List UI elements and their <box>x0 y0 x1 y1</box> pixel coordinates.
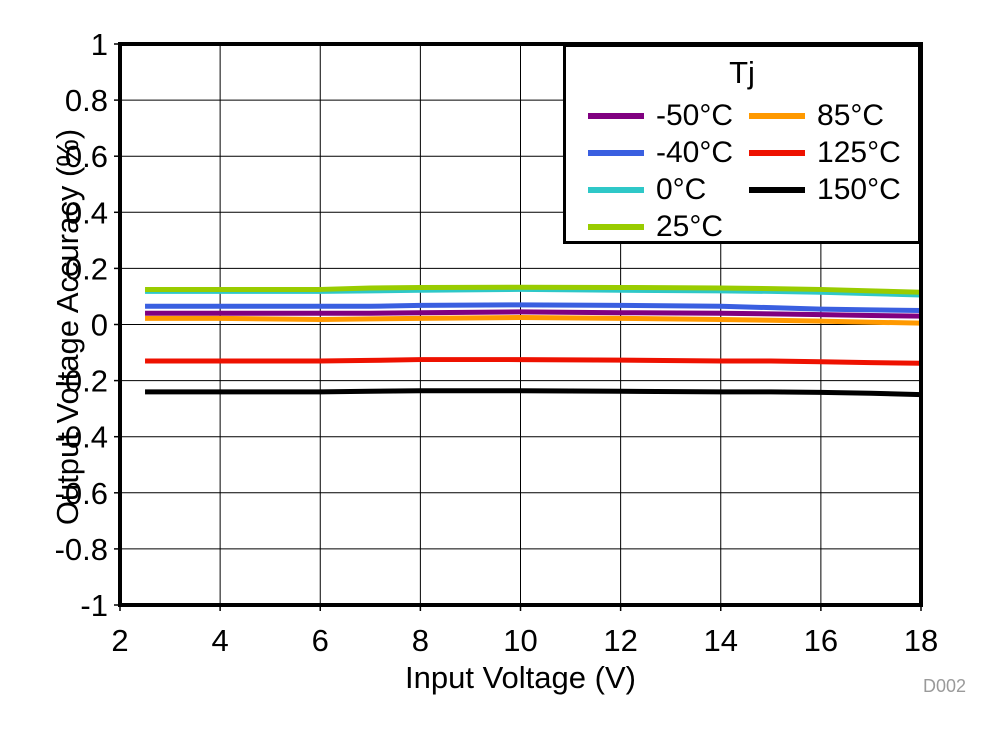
y-tick-label: 0.4 <box>65 195 108 230</box>
legend-title: Tj <box>729 55 755 90</box>
legend-swatch <box>749 186 806 193</box>
legend-item: -40°C <box>588 134 733 171</box>
x-tick-label: 12 <box>603 623 637 658</box>
legend-item: 85°C <box>749 97 901 134</box>
series-line--40c <box>145 302 922 313</box>
x-tick-label: 4 <box>212 623 229 658</box>
series-line-25c <box>145 284 922 295</box>
legend-label: 85°C <box>817 98 885 132</box>
legend-item: -50°C <box>588 97 733 134</box>
legend-box: Tj -50°C -40°C 0°C 25°C 85°C 125°C 150°C <box>563 44 921 244</box>
legend-item: 125°C <box>749 134 901 171</box>
y-tick-label: -0.6 <box>55 476 108 511</box>
plot-frame <box>118 42 923 607</box>
watermark-label: D002 <box>922 676 966 696</box>
y-tick-label: 0.2 <box>65 251 108 286</box>
y-tick-label: 0.8 <box>65 83 108 118</box>
x-tick-label: 16 <box>804 623 838 658</box>
x-tick-label: 10 <box>503 623 537 658</box>
legend-item: 0°C <box>588 171 733 208</box>
legend-label: 25°C <box>656 209 724 243</box>
legend-swatch <box>588 186 644 193</box>
legend-items: -50°C -40°C 0°C 25°C 85°C 125°C 150°C <box>566 97 918 245</box>
legend-swatch <box>749 112 806 119</box>
legend-label: 125°C <box>817 135 901 169</box>
y-axis-title: Output Voltage Accuracy (%) <box>50 128 85 526</box>
series-line-125c <box>145 357 922 366</box>
legend-label: -40°C <box>656 135 734 169</box>
y-tick-label: -1 <box>80 588 108 623</box>
legend-label: 150°C <box>817 172 901 206</box>
legend-item: 25°C <box>588 208 733 245</box>
legend-label: 0°C <box>656 172 707 206</box>
y-tick-label: -0.4 <box>55 420 108 455</box>
x-tick-label: 14 <box>704 623 738 658</box>
legend-swatch <box>588 223 644 230</box>
y-tick-label: 0.6 <box>65 139 108 174</box>
x-axis-title: Input Voltage (V) <box>405 660 636 695</box>
y-tick-label: 1 <box>91 27 108 62</box>
x-tick-label: 2 <box>111 623 128 658</box>
legend-swatch <box>588 149 644 156</box>
series-line--50c <box>145 309 922 319</box>
legend-item: 150°C <box>749 171 901 208</box>
y-tick-label: 0 <box>91 308 108 343</box>
x-tick-label: 18 <box>904 623 938 658</box>
series-line-150c <box>145 388 922 398</box>
x-tick-label: 8 <box>412 623 429 658</box>
x-tick-label: 6 <box>312 623 329 658</box>
legend-swatch <box>749 149 806 156</box>
y-tick-label: -0.8 <box>55 532 108 567</box>
legend-swatch <box>588 112 644 119</box>
series-line-85c <box>145 314 922 326</box>
legend-label: -50°C <box>656 98 734 132</box>
y-tick-label: -0.2 <box>55 364 108 399</box>
